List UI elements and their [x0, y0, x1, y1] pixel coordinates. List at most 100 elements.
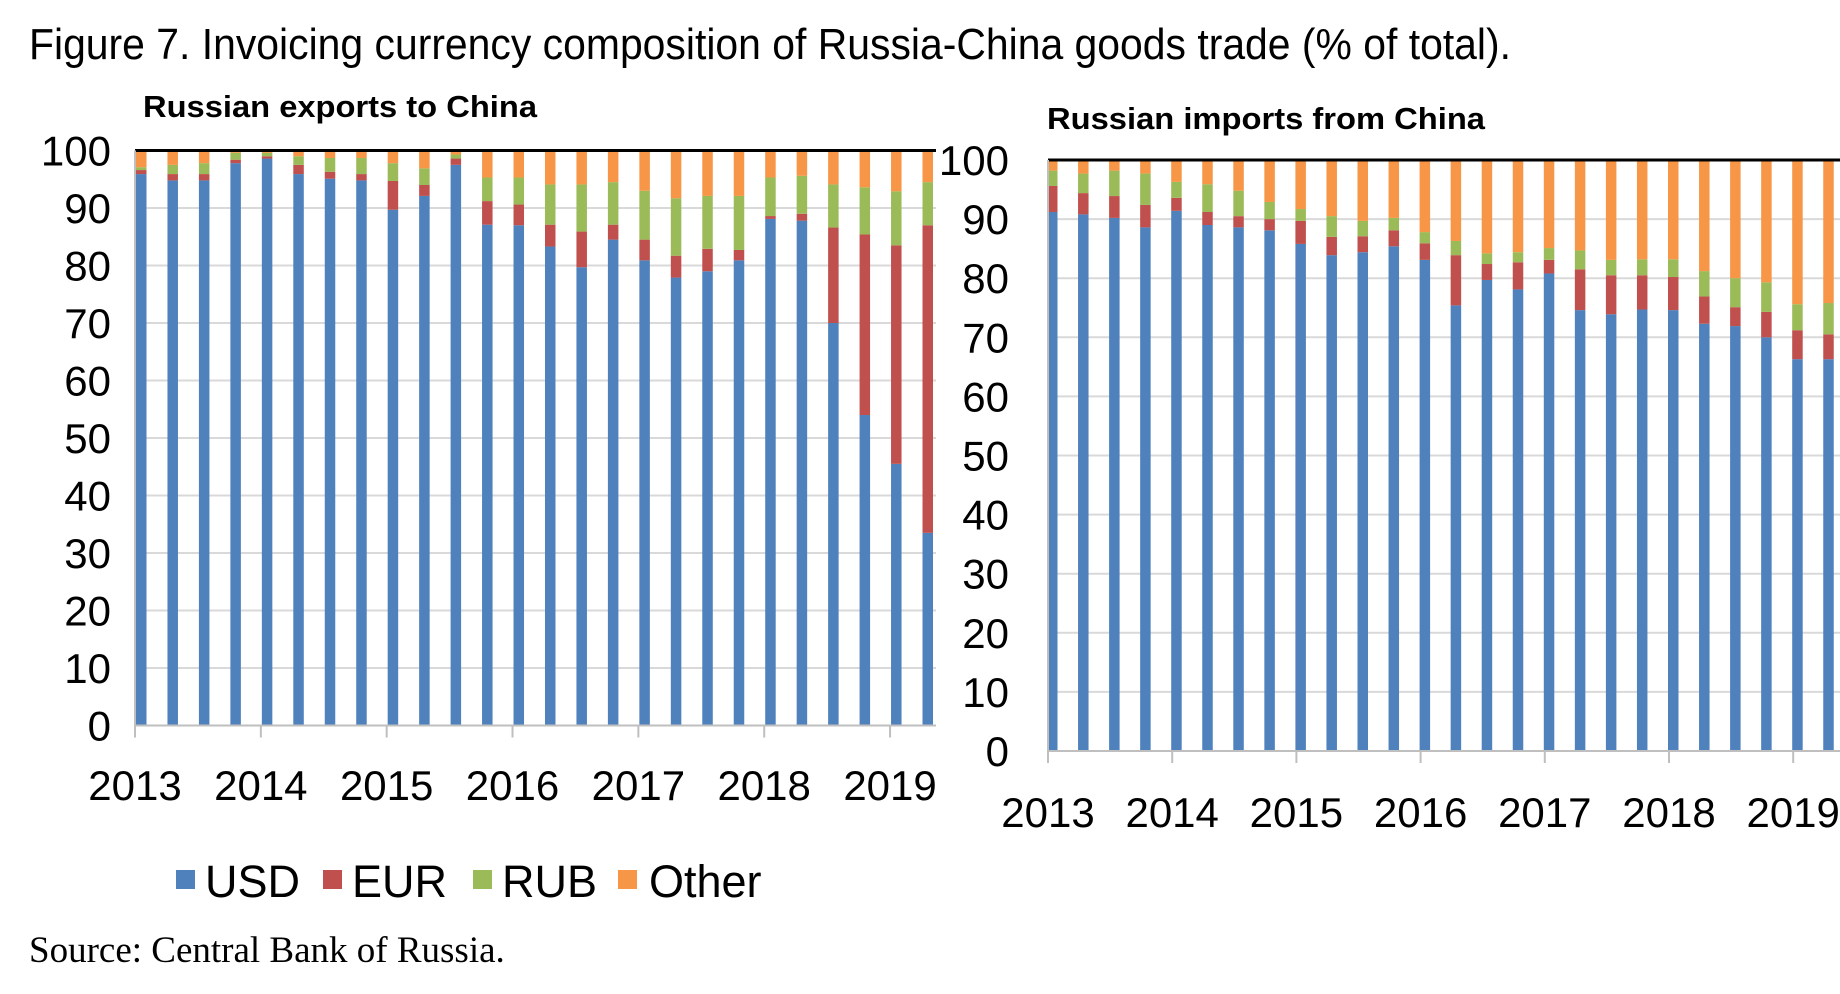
- bar-eur: [136, 170, 147, 175]
- bar-other: [1326, 160, 1337, 217]
- bar-rub: [702, 195, 713, 249]
- bar-rub: [670, 198, 682, 256]
- bar-usd: [230, 163, 241, 726]
- bar-other: [1699, 160, 1710, 272]
- bar-eur: [1264, 219, 1275, 231]
- bar-eur: [1078, 193, 1089, 215]
- bar-other: [1078, 160, 1089, 174]
- bar-rub: [1512, 252, 1524, 263]
- bar-usd: [1512, 289, 1524, 751]
- y-tick-label: 0: [88, 703, 111, 750]
- bar-eur: [1792, 330, 1803, 360]
- y-tick-label: 40: [962, 492, 1009, 539]
- bar-usd: [1202, 225, 1213, 751]
- bar-usd: [1388, 246, 1400, 751]
- bar-rub: [765, 177, 776, 217]
- bar-eur: [1419, 243, 1431, 260]
- y-tick-label: 30: [962, 551, 1009, 598]
- bar-eur: [261, 156, 273, 159]
- bar-rub: [1140, 173, 1151, 205]
- bar-other: [1823, 160, 1834, 304]
- legend: USD EUR RUB Other: [176, 856, 762, 907]
- bar-other: [419, 151, 430, 169]
- bar-eur: [482, 201, 493, 225]
- bar-other: [639, 150, 650, 191]
- bar-rub: [1668, 259, 1679, 278]
- bar-rub: [1481, 253, 1493, 265]
- bar-usd: [198, 180, 210, 726]
- bar-usd: [1450, 305, 1462, 751]
- bar-other: [1543, 160, 1555, 249]
- y-tick-label: 40: [64, 473, 111, 520]
- bar-other: [198, 150, 210, 164]
- bar-eur: [450, 158, 462, 165]
- bar-rub: [1357, 220, 1368, 237]
- exports-chart: Russian exports to China 0 10 20 30 40 50 60 70…: [41, 89, 937, 809]
- bar-usd: [765, 218, 776, 726]
- legend-swatch-usd: [176, 870, 195, 889]
- y-tick-label: 80: [962, 255, 1009, 302]
- bar-usd: [1792, 359, 1803, 751]
- bar-rub: [1326, 216, 1337, 237]
- bar-eur: [1233, 216, 1244, 228]
- bar-eur: [419, 185, 430, 196]
- bar-eur: [1388, 230, 1400, 247]
- bar-rub: [1574, 250, 1586, 270]
- bar-other: [1574, 160, 1586, 251]
- bar-eur: [1543, 259, 1555, 274]
- bar-usd: [1543, 273, 1555, 751]
- bar-usd: [733, 260, 745, 726]
- bar-rub: [1109, 170, 1120, 197]
- bar-eur: [1202, 212, 1213, 226]
- bar-usd: [1109, 217, 1120, 752]
- bar-usd: [1668, 310, 1679, 751]
- x-tick-label: 2018: [1622, 789, 1715, 836]
- y-tick-label: 70: [962, 314, 1009, 361]
- bar-eur: [1140, 204, 1151, 228]
- bar-eur: [1481, 264, 1493, 280]
- bar-eur: [1699, 296, 1710, 324]
- bar-eur: [859, 234, 871, 415]
- bar-other: [1512, 160, 1524, 253]
- bar-eur: [1761, 311, 1772, 338]
- bar-rub: [607, 182, 619, 225]
- bar-usd: [1823, 359, 1834, 751]
- bar-usd: [702, 271, 713, 726]
- legend-swatch-other: [618, 870, 637, 889]
- y-tick-label: 10: [64, 645, 111, 692]
- bar-eur: [356, 174, 367, 181]
- bar-rub: [513, 177, 525, 205]
- bar-usd: [482, 224, 493, 726]
- y-tick-label: 70: [64, 300, 111, 347]
- bar-eur: [324, 171, 336, 179]
- y-tick-label: 50: [64, 415, 111, 462]
- bar-usd: [1481, 279, 1493, 751]
- bar-other: [1481, 160, 1493, 254]
- bar-usd: [576, 267, 587, 726]
- bar-eur: [639, 239, 650, 261]
- y-tick-label: 100: [41, 128, 111, 175]
- bar-eur: [293, 164, 304, 175]
- bar-other: [670, 150, 682, 199]
- bar-other: [387, 150, 399, 164]
- bar-rub: [1450, 240, 1462, 256]
- y-tick-label: 80: [64, 243, 111, 290]
- x-tick-label: 2015: [340, 762, 433, 809]
- bar-usd: [828, 323, 839, 726]
- bar-rub: [1823, 303, 1834, 335]
- bar-other: [922, 150, 933, 183]
- bar-rub: [1078, 173, 1089, 194]
- bar-other: [1233, 160, 1244, 191]
- x-tick-label: 2019: [1746, 789, 1839, 836]
- bar-rub: [733, 195, 745, 250]
- bar-usd: [544, 246, 556, 726]
- bar-other: [702, 150, 713, 196]
- bar-usd: [261, 158, 273, 726]
- bar-eur: [1047, 186, 1058, 213]
- bar-usd: [1699, 323, 1710, 751]
- bar-usd: [293, 174, 304, 726]
- bar-usd: [1047, 212, 1058, 751]
- bar-usd: [1419, 259, 1431, 751]
- bar-other: [136, 150, 147, 168]
- bar-rub: [198, 163, 210, 175]
